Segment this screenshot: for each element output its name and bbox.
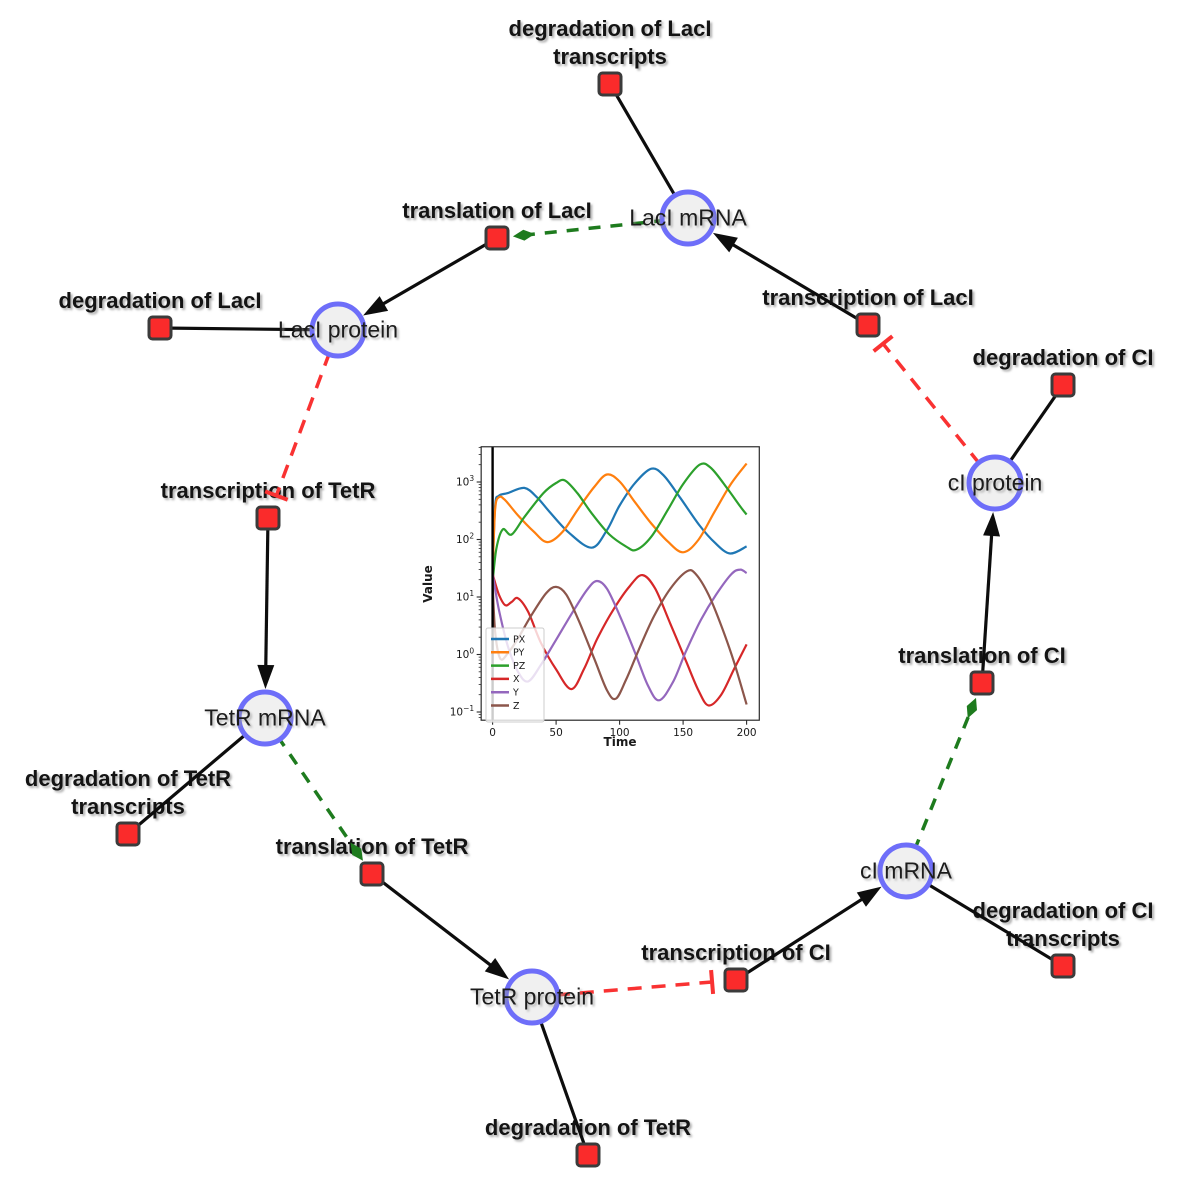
reaction-node-degradation-of-tetR-transcripts[interactable] [115, 821, 141, 847]
reaction-label-transcription-of-lacI: transcription of LacI [762, 285, 974, 310]
x-tick-label: 50 [549, 727, 562, 739]
reaction-node-degradation-of-lacI[interactable] [147, 315, 173, 341]
y-tick-label: 100 [456, 647, 474, 662]
edge-lacI-protein--degradation-of-lacI [159, 326, 339, 332]
edge-transcription-of-cI--cI-mRNA [735, 886, 882, 982]
chart-ylabel: Value [421, 565, 435, 603]
chart-xlabel: Time [604, 735, 637, 749]
edge-transcription-of-lacI--lacI-mRNA [712, 232, 869, 327]
reaction-node-translation-of-cI[interactable] [969, 670, 995, 696]
reaction-node-transcription-of-cI[interactable] [723, 967, 749, 993]
reaction-label-degradation-of-lacI-transcripts: degradation of LacI transcripts [508, 16, 712, 69]
edge-translation-of-cI--cI-protein [980, 511, 1001, 684]
reaction-node-degradation-of-tetR[interactable] [575, 1142, 601, 1168]
reaction-label-degradation-of-cI: degradation of CI [972, 345, 1154, 370]
x-tick-label: 0 [489, 727, 496, 739]
edge-translation-of-tetR--tetR-protein [371, 872, 510, 980]
reaction-label-translation-of-tetR: translation of TetR [275, 834, 469, 859]
species-node-tetR-mRNA[interactable] [236, 689, 294, 747]
reaction-node-degradation-of-cI-transcripts[interactable] [1050, 953, 1076, 979]
x-tick-label: 150 [673, 727, 693, 739]
chart-generated: 10−1 100 101 102 103 0 50 100 150 200 PX PY PZ XYZ [450, 446, 760, 739]
reaction-node-degradation-of-cI[interactable] [1050, 372, 1076, 398]
species-node-lacI-mRNA[interactable] [659, 189, 717, 247]
series-PY [491, 462, 748, 575]
edge-transcription-of-tetR--tetR-mRNA [257, 517, 275, 690]
edge-translation-of-lacI--lacI-protein [363, 236, 498, 316]
reaction-label-transcription-of-cI: transcription of CI [641, 940, 831, 965]
legend-label-Y: Y [512, 688, 519, 699]
reaction-label-degradation-of-lacI: degradation of LacI [58, 288, 262, 313]
time-series-inset-chart: 10−1 100 101 102 103 0 50 100 150 200 PX PY PZ X Y Z Ti… [408, 434, 776, 768]
x-tick-label: 200 [737, 727, 757, 739]
species-label-tetR-protein: TetR protein [469, 983, 595, 1010]
chart-legend: PX PY PZ XYZ [485, 627, 545, 723]
chart-svg: 10−1 100 101 102 103 0 50 100 150 200 PX PY PZ XYZ Ti… [421, 446, 760, 749]
species-label-lacI-mRNA: LacI mRNA [629, 204, 747, 231]
reaction-node-translation-of-lacI[interactable] [484, 225, 510, 251]
legend-label-X: X [513, 674, 520, 685]
reaction-node-transcription-of-tetR[interactable] [255, 505, 281, 531]
reaction-label-degradation-of-tetR: degradation of TetR [484, 1115, 692, 1140]
edge-tetR-mRNA--degradation-of-tetR-transcripts [126, 716, 267, 836]
species-node-cI-mRNA[interactable] [877, 842, 935, 900]
y-tick-label: 103 [456, 474, 474, 489]
species-label-cI-mRNA: cI mRNA [860, 857, 952, 884]
series-PX [491, 467, 748, 575]
legend-label-Z: Z [513, 701, 520, 712]
species-node-lacI-protein[interactable] [309, 301, 367, 359]
reaction-label-translation-of-lacI: translation of LacI [402, 198, 592, 223]
edge-cI-mRNA--degradation-of-cI-transcripts [905, 869, 1064, 968]
species-node-cI-protein[interactable] [966, 454, 1024, 512]
legend-label-PY: PY [513, 648, 525, 659]
series-PZ [491, 462, 748, 583]
reaction-node-degradation-of-lacI-transcripts[interactable] [597, 71, 623, 97]
edge-lacI-protein--transcription-of-tetR [264, 329, 340, 502]
y-tick-label: 10−1 [450, 704, 475, 719]
reaction-label-degradation-of-tetR-transcripts: degradation of TetR transcripts [24, 766, 232, 819]
chart-axes [480, 446, 760, 721]
legend-label-PZ: PZ [513, 661, 526, 672]
y-tick-label: 101 [456, 589, 474, 604]
reaction-node-transcription-of-lacI[interactable] [855, 312, 881, 338]
x-tick-label: 100 [610, 727, 630, 739]
series-X [491, 573, 748, 707]
species-node-tetR-protein[interactable] [503, 968, 561, 1026]
species-label-tetR-mRNA: TetR mRNA [204, 704, 326, 731]
species-label-cI-protein: cI protein [947, 469, 1043, 496]
reaction-node-translation-of-tetR[interactable] [359, 861, 385, 887]
edge-tetR-protein--transcription-of-cI [531, 969, 716, 999]
species-label-lacI-protein: LacI protein [277, 316, 399, 343]
reaction-label-degradation-of-cI-transcripts: degradation of CI transcripts [972, 898, 1154, 951]
y-tick-label: 102 [456, 532, 474, 547]
legend-label-PX: PX [513, 634, 526, 645]
